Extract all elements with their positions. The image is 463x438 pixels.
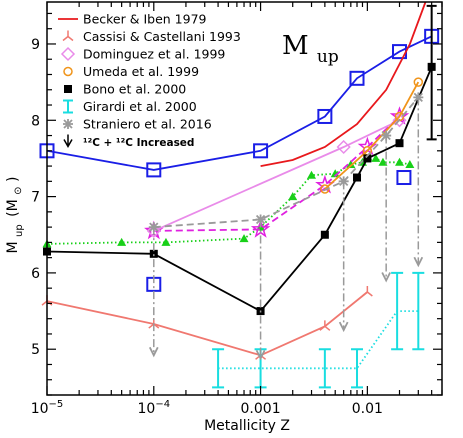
series-extra-2-point [330,169,340,178]
series-7-arrow [255,349,266,361]
series-extra-2-point [371,153,381,162]
axes: 10−5 10−4 0.001 0.01 5 6 7 8 9 [31,1,443,417]
annotation-mup: M up [282,31,339,67]
x-tick-label: 0.001 [241,401,281,417]
y-tick-label: 9 [31,37,40,53]
legend-label: Straniero et al. 2016 [83,117,212,132]
legend-swatch [63,134,73,149]
series-2-point [336,139,351,155]
series-extra-0-point [253,143,269,159]
series-extra-2-point [405,160,415,169]
series-extra-2-point [378,157,388,166]
legend-label: ¹²C + ¹²C Increased [83,137,194,149]
x-tick-label: 10−5 [31,399,64,417]
series-5-errorbar [212,348,225,389]
x-axis-title: Metallicity Z [204,418,290,434]
series-0-line [260,1,427,167]
series-4-point [149,249,158,258]
legend-swatch [60,46,76,62]
series-1-line [46,291,368,357]
series-7-arrow [381,272,391,283]
series-4-line [46,66,433,313]
legend-swatch [63,99,73,114]
series-extra-2-point [161,237,171,246]
series-4-point [427,62,436,71]
series-extra-2-line [46,157,411,245]
legend: Becker & Iben 1979 Cassisi & Castellani 1… [58,12,241,149]
legend-label: Umeda et al. 1999 [83,64,199,79]
legend-label: Dominguez et al. 1999 [83,47,225,62]
y-tick-label: 8 [31,113,40,129]
series-extra-4-errorbar [426,4,437,141]
y-axis-title: M up (M ⊙ ) [5,177,26,254]
series-5-errorbar [351,348,364,389]
legend-label: Girardi et al. 2000 [83,99,197,114]
series-6-point [338,176,349,187]
series-extra-0-line [46,35,433,171]
series-7-arrow [413,256,424,268]
y-tick-label: 7 [31,190,40,206]
legend-swatch [64,85,72,93]
x-tick-label: 10−4 [137,399,170,417]
series-extra-3-point [250,219,271,238]
chart-marks [39,1,440,389]
series-extra-0-point [317,108,333,124]
legend-swatch [63,66,73,77]
series-extra-2-point [307,170,317,179]
series-extra-2-point [346,160,356,169]
series-3-point [413,77,424,87]
series-2-point [146,223,161,238]
series-5-errorbar [412,271,425,351]
series-2-line [153,119,400,232]
series-extra-2-point [395,157,405,166]
series-4-point [320,230,329,239]
series-1-point [319,320,331,331]
series-4-point [363,154,372,163]
legend-label: Bono et al. 2000 [83,82,186,97]
series-7-arrow [338,321,349,333]
series-extra-3-line [153,115,401,232]
series-5-errorbar [391,271,404,351]
legend-swatch [62,30,74,42]
legend-label: Cassisi & Castellani 1993 [83,29,241,44]
series-extra-2-point [117,237,127,246]
series-6-point [255,214,266,225]
legend-label: Becker & Iben 1979 [83,12,207,27]
series-5-line [218,310,419,370]
series-extra-2-point [288,192,298,201]
y-tick-label: 5 [31,342,40,358]
series-extra-0-point [349,70,365,86]
series-7-arrow [148,346,159,358]
series-1-point [361,285,373,297]
y-tick-label: 6 [31,266,40,282]
series-extra-0-point [146,162,162,178]
series-4-point [353,173,362,182]
x-tick-label: 0.01 [352,401,383,417]
series-extra-2-point [239,234,249,243]
series-extra-1-point [396,170,412,186]
series-5-errorbar [318,348,331,389]
legend-swatch [63,119,73,129]
series-4-point [395,139,404,148]
